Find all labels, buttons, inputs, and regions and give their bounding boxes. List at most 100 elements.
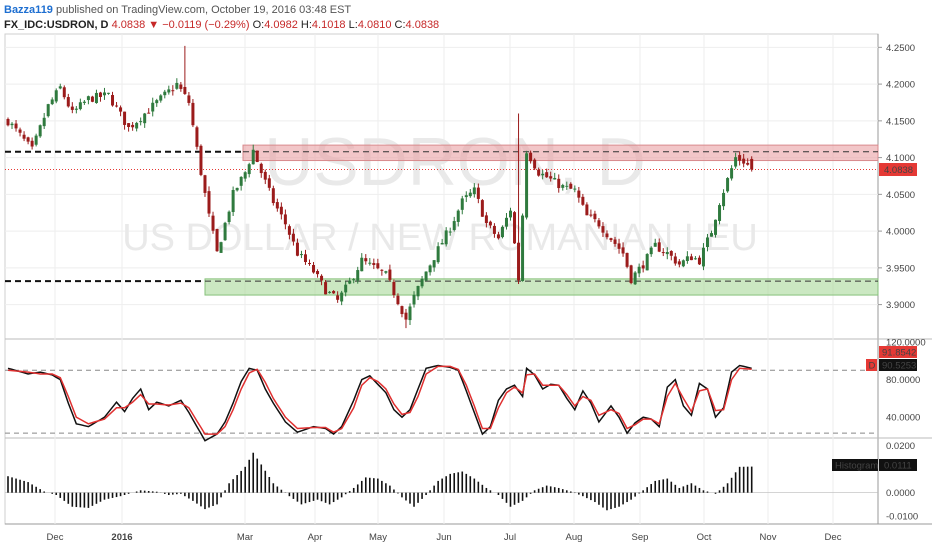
candle[interactable] bbox=[368, 257, 372, 266]
candle[interactable] bbox=[738, 151, 742, 166]
candle[interactable] bbox=[139, 117, 143, 126]
candle[interactable] bbox=[444, 227, 448, 247]
candle[interactable] bbox=[440, 238, 444, 245]
candle[interactable] bbox=[669, 250, 673, 261]
candle[interactable] bbox=[726, 177, 730, 193]
candle[interactable] bbox=[348, 277, 352, 285]
candle[interactable] bbox=[613, 236, 617, 247]
candle[interactable] bbox=[384, 270, 388, 275]
candle[interactable] bbox=[191, 99, 195, 128]
candle[interactable] bbox=[123, 111, 127, 130]
candle[interactable] bbox=[581, 193, 585, 206]
candle[interactable] bbox=[111, 91, 115, 107]
candle[interactable] bbox=[227, 210, 231, 225]
candle[interactable] bbox=[336, 291, 340, 303]
candle[interactable] bbox=[18, 127, 22, 137]
candle[interactable] bbox=[541, 169, 545, 180]
candle[interactable] bbox=[340, 290, 344, 306]
candle[interactable] bbox=[231, 186, 235, 217]
candle[interactable] bbox=[589, 209, 593, 218]
histogram-axis-labels[interactable]: 0.0200 0.0000 -0.0100 bbox=[886, 441, 918, 522]
candle[interactable] bbox=[179, 81, 183, 92]
candle[interactable] bbox=[183, 45, 187, 95]
candle[interactable] bbox=[344, 281, 348, 297]
candle[interactable] bbox=[199, 144, 203, 177]
candle[interactable] bbox=[372, 258, 376, 270]
candle[interactable] bbox=[283, 209, 287, 230]
candle[interactable] bbox=[677, 259, 681, 268]
candle[interactable] bbox=[472, 183, 476, 198]
candle[interactable] bbox=[456, 209, 460, 227]
candle[interactable] bbox=[42, 112, 46, 129]
candle[interactable] bbox=[436, 242, 440, 264]
candle[interactable] bbox=[710, 230, 713, 237]
candle[interactable] bbox=[271, 185, 275, 206]
candle[interactable] bbox=[74, 106, 78, 114]
candle[interactable] bbox=[316, 269, 320, 278]
candle[interactable] bbox=[697, 255, 701, 265]
candle[interactable] bbox=[513, 211, 517, 244]
candle[interactable] bbox=[364, 254, 368, 265]
candle[interactable] bbox=[504, 213, 508, 230]
candle[interactable] bbox=[295, 238, 299, 257]
candle[interactable] bbox=[484, 212, 488, 228]
candle[interactable] bbox=[597, 217, 601, 229]
candle[interactable] bbox=[6, 117, 10, 127]
candle[interactable] bbox=[66, 93, 70, 108]
candle[interactable] bbox=[98, 91, 102, 102]
price-axis-labels[interactable]: 4.2500 4.2000 4.1500 4.1000 4.0500 4.0000 3.95… bbox=[878, 43, 915, 311]
candle[interactable] bbox=[143, 112, 147, 128]
candle[interactable] bbox=[649, 246, 653, 257]
candle[interactable] bbox=[657, 238, 661, 253]
candle[interactable] bbox=[496, 231, 500, 240]
candle[interactable] bbox=[70, 102, 74, 114]
candle[interactable] bbox=[10, 122, 14, 129]
candle[interactable] bbox=[549, 171, 553, 182]
candle[interactable] bbox=[155, 98, 159, 107]
candle[interactable] bbox=[107, 92, 110, 95]
candle[interactable] bbox=[577, 186, 581, 203]
candle[interactable] bbox=[400, 305, 404, 318]
candle[interactable] bbox=[388, 264, 392, 282]
candle[interactable] bbox=[517, 113, 521, 285]
candle[interactable] bbox=[553, 172, 557, 180]
candle[interactable] bbox=[428, 264, 432, 276]
candle[interactable] bbox=[62, 85, 66, 100]
candle[interactable] bbox=[557, 174, 561, 193]
candle[interactable] bbox=[661, 248, 665, 257]
candle[interactable] bbox=[22, 131, 26, 142]
candle[interactable] bbox=[58, 83, 62, 90]
candle[interactable] bbox=[308, 259, 311, 266]
candle[interactable] bbox=[26, 136, 30, 145]
candle[interactable] bbox=[408, 303, 412, 326]
candle[interactable] bbox=[376, 258, 380, 270]
candle[interactable] bbox=[681, 259, 685, 268]
candle[interactable] bbox=[159, 94, 163, 103]
candle[interactable] bbox=[525, 150, 529, 220]
candle[interactable] bbox=[420, 276, 424, 289]
candle[interactable] bbox=[215, 228, 219, 252]
candle[interactable] bbox=[303, 249, 307, 265]
candle[interactable] bbox=[545, 168, 549, 178]
candle[interactable] bbox=[573, 185, 577, 193]
candle[interactable] bbox=[135, 121, 139, 132]
candle[interactable] bbox=[259, 162, 263, 178]
stoch-d-line[interactable] bbox=[7, 365, 752, 435]
candle[interactable] bbox=[263, 169, 267, 185]
candle[interactable] bbox=[251, 144, 255, 165]
candle[interactable] bbox=[653, 238, 657, 247]
candle[interactable] bbox=[533, 158, 537, 171]
candle[interactable] bbox=[360, 253, 364, 272]
candle[interactable] bbox=[665, 247, 669, 260]
candle[interactable] bbox=[633, 271, 637, 285]
candle[interactable] bbox=[219, 241, 223, 253]
candle[interactable] bbox=[14, 120, 18, 132]
candle[interactable] bbox=[195, 125, 199, 150]
candle[interactable] bbox=[207, 186, 211, 218]
candle[interactable] bbox=[432, 260, 436, 272]
candle[interactable] bbox=[203, 174, 207, 197]
candle[interactable] bbox=[416, 285, 420, 301]
candle[interactable] bbox=[693, 256, 697, 260]
time-axis-labels[interactable]: Dec 2016 Mar Apr May Jun Jul Aug Sep Oct Nov Dec bbox=[47, 532, 842, 543]
